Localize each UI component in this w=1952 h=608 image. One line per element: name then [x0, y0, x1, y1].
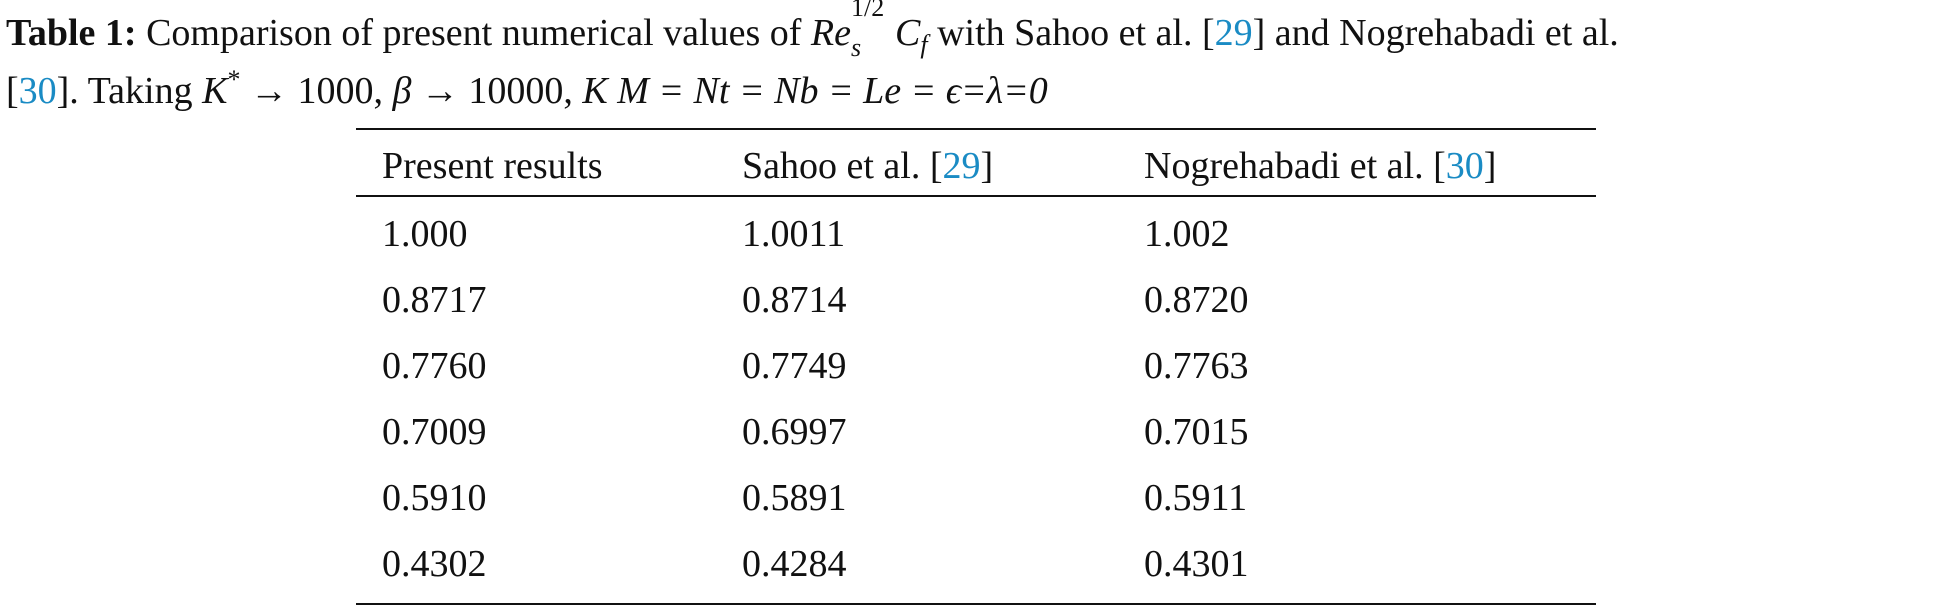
- math-tail: K M = Nt = Nb = Le = ϵ=λ=0: [582, 70, 1048, 112]
- cell-sahoo: 0.4284: [742, 543, 847, 585]
- cell-present: 0.7009: [382, 411, 487, 453]
- math-cf: C: [894, 12, 921, 54]
- cell-sahoo: 0.6997: [742, 411, 847, 453]
- math-k: K: [202, 70, 228, 112]
- caption-text-before: Comparison of present numerical values o…: [146, 12, 802, 54]
- caption-line-1: Table 1: Comparison of present numerical…: [6, 0, 1946, 62]
- header-sahoo: Sahoo et al. [29]: [742, 146, 993, 186]
- header-nogrehabadi: Nogrehabadi et al. [30]: [1144, 146, 1496, 186]
- cell-sahoo: 0.5891: [742, 477, 847, 519]
- caption-text-and: ] and Nogrehabadi et al.: [1252, 12, 1619, 54]
- math-cf-sub: f: [920, 30, 928, 59]
- cell-present: 0.8717: [382, 279, 487, 321]
- cell-nogrehabadi: 0.5911: [1144, 477, 1248, 519]
- caption-text-taking: ]. Taking: [56, 70, 193, 112]
- cell-nogrehabadi: 0.7015: [1144, 411, 1249, 453]
- cell-nogrehabadi: 0.7763: [1144, 345, 1249, 387]
- cell-present: 0.7760: [382, 345, 487, 387]
- caption-label: Table 1:: [6, 12, 137, 54]
- math-re-sup: 1/2: [850, 0, 885, 22]
- cell-sahoo: 1.0011: [742, 213, 846, 255]
- header-text: Present results: [382, 145, 603, 187]
- table-caption: Table 1: Comparison of present numerical…: [6, 0, 1946, 120]
- citation-link-nogrehabadi-header[interactable]: 30: [1445, 145, 1484, 187]
- citation-link-sahoo[interactable]: 29: [1214, 12, 1253, 54]
- header-text: Nogrehabadi et al. [: [1144, 145, 1446, 187]
- header-present-results: Present results: [382, 146, 603, 186]
- header-close-bracket: ]: [1483, 145, 1497, 187]
- cell-present: 0.4302: [382, 543, 487, 585]
- math-k-sup: *: [227, 65, 241, 94]
- citation-link-sahoo-header[interactable]: 29: [942, 145, 981, 187]
- cell-nogrehabadi: 0.4301: [1144, 543, 1249, 585]
- caption-text-with: with Sahoo et al. [: [937, 12, 1215, 54]
- caption-open-bracket: [: [6, 70, 19, 112]
- cell-present: 1.000: [382, 213, 468, 255]
- cell-present: 0.5910: [382, 477, 487, 519]
- citation-link-nogrehabadi[interactable]: 30: [18, 70, 57, 112]
- math-re-sub: s: [850, 33, 862, 62]
- header-close-bracket: ]: [980, 145, 994, 187]
- cell-sahoo: 0.7749: [742, 345, 847, 387]
- math-beta: β: [392, 70, 412, 112]
- cell-nogrehabadi: 1.002: [1144, 213, 1230, 255]
- table-top-rule: [356, 128, 1596, 130]
- table-header-rule: [356, 195, 1596, 197]
- cell-nogrehabadi: 0.8720: [1144, 279, 1249, 321]
- math-re-scripts: 1/2 s: [851, 0, 895, 61]
- cell-sahoo: 0.8714: [742, 279, 847, 321]
- table-bottom-rule: [356, 603, 1596, 605]
- math-arrow-1: → 1000,: [249, 70, 383, 112]
- math-arrow-2: → 10000,: [420, 70, 573, 112]
- header-text: Sahoo et al. [: [742, 145, 943, 187]
- math-re: Re: [810, 12, 851, 54]
- caption-line-2: [30]. Taking K* → 1000, β → 10000, K M =…: [6, 62, 1946, 120]
